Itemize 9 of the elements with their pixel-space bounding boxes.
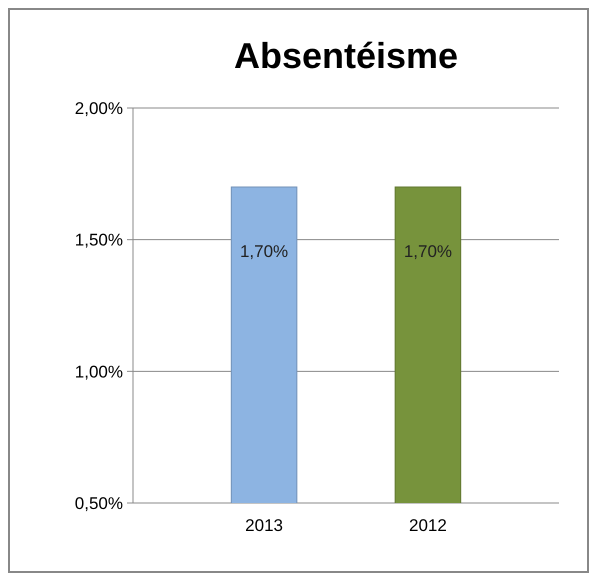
data-label: 1,70% [240, 242, 288, 261]
x-tick-label: 2013 [245, 516, 283, 535]
y-tick-label: 2,00% [74, 98, 123, 118]
x-tick-label: 2012 [409, 516, 447, 535]
y-tick-label: 1,50% [74, 230, 123, 250]
y-tick-label: 0,50% [74, 494, 123, 513]
y-tick-label: 1,00% [74, 362, 123, 382]
chart-title: Absentéisme [234, 35, 458, 76]
data-label: 1,70% [404, 242, 452, 261]
